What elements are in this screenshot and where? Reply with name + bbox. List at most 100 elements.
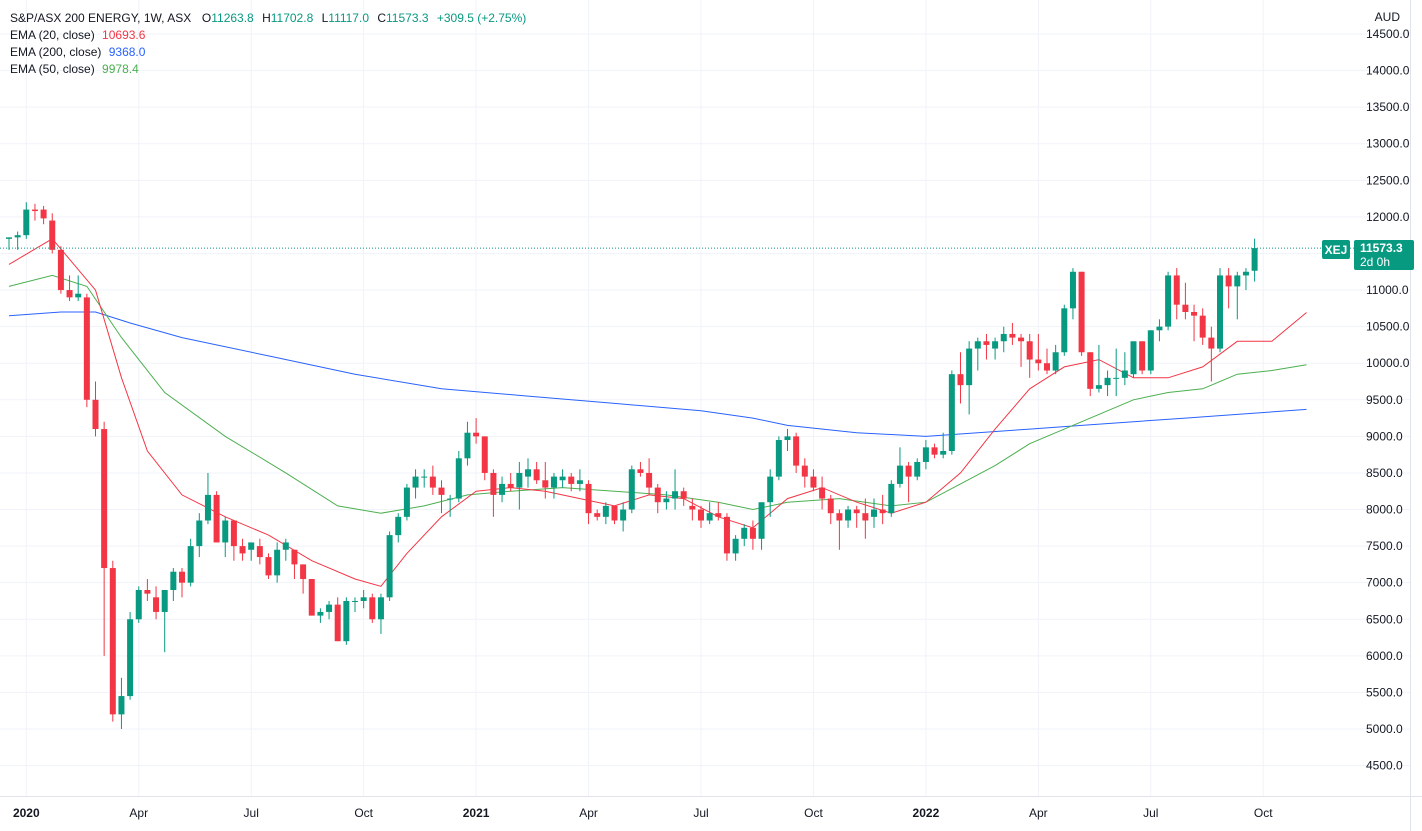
- candle-body: [274, 549, 281, 576]
- candle-body: [473, 432, 480, 437]
- candle-body: [819, 487, 826, 499]
- candle-body: [542, 480, 549, 488]
- candle-body: [395, 516, 402, 536]
- candle-body: [403, 487, 410, 517]
- candle-body: [421, 476, 428, 478]
- candle-body: [888, 483, 895, 514]
- candle-body: [1026, 341, 1033, 360]
- indicator-ema50-row[interactable]: EMA (50, close) 9978.4: [10, 61, 531, 78]
- candle-body: [1018, 337, 1025, 342]
- symbol-price-tag: XEJ: [1322, 240, 1350, 259]
- candle-body: [352, 600, 358, 602]
- candle-body: [40, 209, 47, 219]
- candle-body: [49, 220, 56, 250]
- candle-body: [680, 491, 687, 499]
- indicator-value: 9368.0: [108, 45, 146, 59]
- indicator-value: 9978.4: [102, 62, 139, 76]
- y-tick-label: 13000.0: [1366, 137, 1410, 151]
- y-tick-label: 5000.0: [1366, 722, 1403, 736]
- candle-body: [179, 571, 185, 583]
- x-tick-label: 2022: [913, 806, 940, 820]
- candle-body: [1182, 304, 1189, 312]
- ohlc-high-value: 11702.8: [270, 11, 314, 25]
- y-tick-label: 5500.0: [1366, 685, 1403, 699]
- candle-body: [57, 249, 64, 291]
- candle-body: [75, 293, 82, 298]
- candle-body: [6, 237, 12, 239]
- candle-body: [499, 483, 506, 495]
- candle-body: [741, 527, 748, 539]
- candle-body: [490, 472, 497, 495]
- y-tick-label: 14500.0: [1366, 27, 1410, 41]
- indicator-value: 10693.6: [102, 28, 146, 42]
- last-price-value: 11573.3: [1360, 241, 1403, 255]
- candle-body: [1113, 377, 1120, 379]
- y-tick-label: 10000.0: [1366, 356, 1410, 370]
- candle-body: [300, 564, 307, 580]
- candle-body: [689, 505, 696, 510]
- candle-body: [144, 590, 151, 594]
- candle-body: [1217, 275, 1223, 349]
- candle-body: [386, 535, 393, 598]
- candle-body: [14, 235, 21, 238]
- candle-body: [1000, 333, 1007, 342]
- candle-body: [896, 465, 903, 484]
- candle-body: [265, 557, 272, 576]
- candle-body: [1173, 275, 1180, 305]
- candle-body: [879, 509, 886, 514]
- y-tick-label: 9500.0: [1366, 393, 1403, 407]
- y-tick-label: 11000.0: [1366, 283, 1409, 297]
- candle-body: [1199, 315, 1206, 338]
- candle-body: [334, 604, 341, 642]
- candle-body: [931, 447, 938, 455]
- candle-body: [1191, 312, 1198, 316]
- candle-body: [135, 590, 142, 620]
- y-tick-label: 12000.0: [1366, 210, 1410, 224]
- y-tick-label: 6000.0: [1366, 649, 1403, 663]
- candle-body: [23, 209, 30, 236]
- candle-body: [611, 505, 618, 521]
- candle-body: [1165, 275, 1172, 327]
- last-price-tag: 11573.3 2d 0h: [1354, 240, 1414, 270]
- candle-body: [862, 513, 869, 521]
- candle-body: [550, 476, 557, 488]
- candle-body: [698, 509, 704, 521]
- y-tick-label: 10500.0: [1366, 320, 1410, 334]
- candle-body: [853, 509, 860, 514]
- candle-body: [758, 502, 765, 539]
- indicator-label: EMA (200, close): [10, 45, 102, 59]
- candle-body: [974, 341, 981, 349]
- y-tick-label: 14000.0: [1366, 64, 1410, 78]
- candle-body: [871, 509, 877, 517]
- candle-body: [559, 476, 566, 481]
- candle-body: [568, 476, 575, 484]
- y-tick-label: 12500.0: [1366, 173, 1410, 187]
- candle-body: [230, 520, 237, 547]
- candle-body: [256, 546, 263, 558]
- candle-body: [481, 436, 488, 473]
- candle-body: [1234, 275, 1241, 287]
- y-tick-label: 4500.0: [1366, 759, 1403, 773]
- candle-body: [1095, 385, 1102, 389]
- candle-body: [92, 399, 99, 430]
- candle-body: [1052, 352, 1059, 371]
- indicator-ema200-row[interactable]: EMA (200, close) 9368.0: [10, 44, 531, 61]
- indicator-label: EMA (20, close): [10, 28, 95, 42]
- ohlc-high-key: H: [262, 11, 271, 25]
- candle-body: [723, 516, 730, 554]
- candle-body: [914, 461, 921, 477]
- candle-body: [1242, 271, 1249, 276]
- currency-label: AUD: [1374, 10, 1400, 24]
- candle-body: [429, 476, 436, 488]
- candle-body: [637, 469, 644, 473]
- candle-body: [940, 451, 947, 455]
- candle-body: [801, 465, 808, 477]
- candle-body: [654, 487, 661, 503]
- candle-body: [1208, 337, 1215, 349]
- candle-body: [1061, 308, 1068, 353]
- indicator-ema20-row[interactable]: EMA (20, close) 10693.6: [10, 27, 531, 44]
- x-tick-label: Oct: [804, 806, 823, 820]
- candle-body: [360, 597, 367, 601]
- y-tick-label: 9000.0: [1366, 429, 1403, 443]
